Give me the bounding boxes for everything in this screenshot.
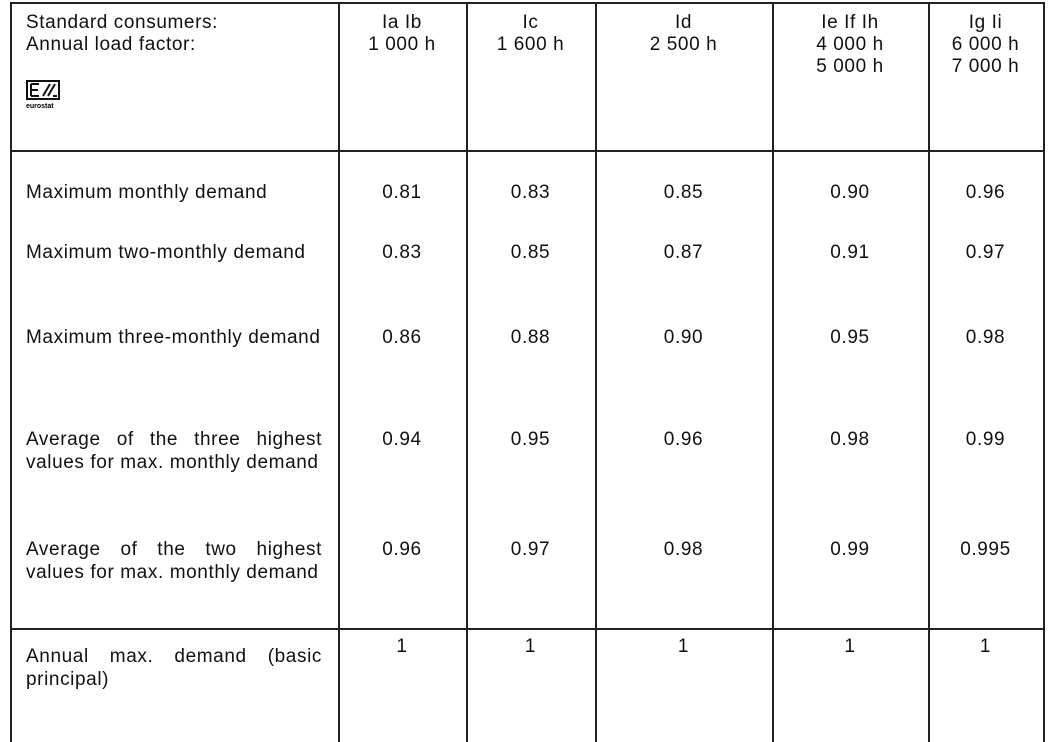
- cell-value: 0.85: [663, 182, 704, 203]
- cell-value: 0.96: [382, 539, 422, 560]
- cell-value: 0.97: [965, 242, 1006, 263]
- cell-value: 0.95: [830, 327, 870, 348]
- cell-value: 1: [979, 636, 992, 657]
- cell-value: 1: [677, 636, 690, 657]
- column-header: 5 000 h: [816, 56, 884, 77]
- border: [10, 2, 12, 742]
- border: [772, 2, 774, 742]
- column-header: Ie If Ih: [821, 12, 879, 33]
- row-label: Maximum two-monthly demand: [26, 242, 306, 263]
- border: [10, 628, 1045, 630]
- border: [595, 2, 597, 742]
- cell-value: 0.90: [663, 327, 704, 348]
- cell-value: 0.995: [960, 539, 1011, 560]
- column-header: 2 500 h: [649, 34, 718, 55]
- cell-value: 0.95: [510, 429, 551, 450]
- cell-value: 0.81: [382, 182, 422, 203]
- cell-value: 0.87: [663, 242, 704, 263]
- column-header: 4 000 h: [816, 34, 884, 55]
- border: [466, 2, 468, 742]
- cell-value: 0.96: [663, 429, 704, 450]
- row-label: Maximum monthly demand: [26, 182, 268, 203]
- cell-value: 0.88: [510, 327, 551, 348]
- border: [928, 2, 930, 742]
- cell-value: 1: [396, 636, 408, 657]
- header-label: Annual load factor:: [26, 34, 196, 55]
- border: [10, 150, 1045, 152]
- column-header: Ic: [522, 12, 539, 33]
- column-header: Ia Ib: [382, 12, 422, 33]
- column-header: 1 600 h: [496, 34, 565, 55]
- cell-value: 0.94: [382, 429, 422, 450]
- column-header: Id: [674, 12, 693, 33]
- cell-value: 0.90: [830, 182, 870, 203]
- cell-value: 0.83: [510, 182, 551, 203]
- row-label: Average of the two highest values for ma…: [26, 539, 322, 583]
- column-header: 1 000 h: [368, 34, 436, 55]
- cell-value: 0.86: [382, 327, 422, 348]
- header-label: Standard consumers:: [26, 12, 218, 33]
- cell-value: 0.98: [965, 327, 1006, 348]
- cell-value: 1: [844, 636, 856, 657]
- cell-value: 1: [524, 636, 537, 657]
- border: [10, 2, 1045, 4]
- row-label: Average of the three highest values for …: [26, 429, 322, 473]
- column-header: 6 000 h: [951, 34, 1020, 55]
- logo-text: eurostat: [26, 103, 54, 110]
- cell-value: 0.85: [510, 242, 551, 263]
- cell-value: 0.99: [830, 539, 870, 560]
- border: [1043, 2, 1045, 742]
- cell-value: 0.98: [830, 429, 870, 450]
- row-label: Maximum three-monthly demand: [26, 327, 321, 348]
- row-label: Annual max. demand (basic principal): [26, 646, 322, 690]
- border: [338, 2, 340, 742]
- cell-value: 0.91: [830, 242, 870, 263]
- logo: eurostat: [26, 80, 60, 110]
- cell-value: 0.97: [510, 539, 551, 560]
- cell-value: 0.98: [663, 539, 704, 560]
- cell-value: 0.99: [965, 429, 1006, 450]
- column-header: 7 000 h: [951, 56, 1020, 77]
- cell-value: 0.96: [965, 182, 1006, 203]
- cell-value: 0.83: [382, 242, 422, 263]
- column-header: Ig Ii: [968, 12, 1003, 33]
